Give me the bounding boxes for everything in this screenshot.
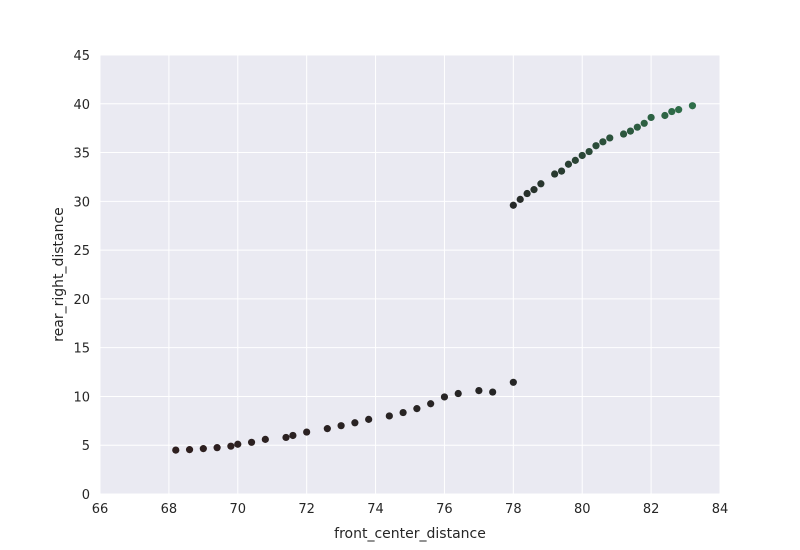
x-tick-label: 70 (230, 502, 247, 517)
data-point (413, 405, 421, 413)
y-tick-label: 35 (73, 147, 90, 162)
data-point (261, 435, 269, 443)
data-point (688, 102, 697, 110)
data-point (213, 444, 221, 452)
data-point (247, 438, 256, 446)
y-tick-label: 10 (73, 390, 90, 405)
x-tick-label: 82 (643, 502, 660, 517)
x-tick-label: 72 (298, 502, 315, 517)
data-point (585, 147, 593, 156)
data-point (227, 442, 235, 450)
data-point (323, 425, 331, 433)
x-tick-label: 66 (92, 502, 109, 517)
y-tick-label: 15 (73, 342, 90, 357)
y-tick-label: 5 (82, 439, 90, 454)
data-point (475, 386, 483, 395)
data-point (551, 170, 559, 178)
data-point (185, 446, 194, 454)
y-tick-label: 0 (82, 488, 90, 503)
data-point (385, 412, 393, 420)
data-point (592, 142, 600, 150)
data-point (351, 419, 359, 427)
data-point (537, 180, 545, 188)
plot-area (100, 55, 720, 494)
data-point (599, 138, 607, 146)
x-tick-label: 76 (436, 502, 453, 517)
data-point (633, 123, 641, 131)
y-tick-label: 30 (73, 195, 90, 210)
data-point (172, 446, 180, 454)
x-tick-label: 80 (574, 502, 591, 517)
data-point (647, 113, 655, 122)
y-axis-ticks: 0 5 10 15 20 25 30 35 40 45 (73, 49, 90, 503)
data-point (289, 431, 297, 440)
data-point (626, 127, 635, 135)
data-point (571, 156, 579, 164)
data-point (440, 393, 449, 401)
data-point (564, 160, 573, 168)
y-tick-label: 45 (73, 49, 90, 64)
y-axis-label: rear_right_distance (51, 207, 67, 342)
data-points (172, 102, 697, 454)
data-point (399, 408, 407, 417)
data-point (303, 428, 311, 436)
data-point (640, 119, 648, 127)
data-point (606, 134, 614, 142)
x-tick-label: 78 (505, 502, 522, 517)
data-point (668, 107, 676, 116)
data-point (516, 195, 524, 203)
x-axis-label: front_center_distance (334, 526, 486, 542)
data-point (509, 378, 517, 386)
data-point (530, 186, 538, 194)
x-axis-ticks: 66 68 70 72 74 76 78 80 82 84 (92, 502, 729, 517)
x-tick-label: 84 (712, 502, 729, 517)
data-point (619, 130, 628, 138)
data-point (365, 415, 373, 423)
data-point (427, 400, 435, 408)
data-point (578, 151, 586, 160)
data-point (489, 388, 497, 396)
data-point (661, 111, 669, 120)
x-tick-label: 74 (367, 502, 384, 517)
data-point (234, 440, 242, 448)
data-point (523, 189, 531, 198)
data-point (454, 389, 462, 398)
y-tick-label: 25 (73, 244, 90, 259)
data-point (557, 167, 566, 175)
data-point (509, 201, 517, 209)
x-tick-label: 68 (161, 502, 178, 517)
y-tick-label: 40 (73, 98, 90, 113)
y-tick-label: 20 (73, 293, 90, 308)
data-point (675, 106, 683, 114)
data-point (282, 433, 290, 442)
data-point (337, 422, 345, 430)
data-point (199, 445, 207, 453)
